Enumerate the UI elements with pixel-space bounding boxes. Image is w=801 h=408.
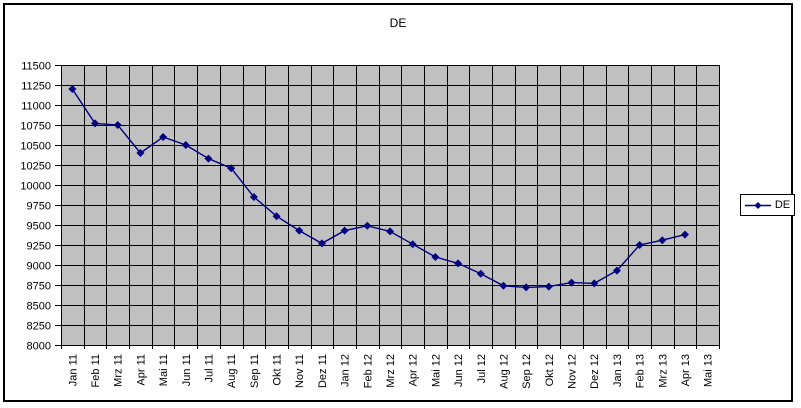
data-point-diamond-marker — [612, 266, 621, 275]
data-point-diamond-marker — [408, 240, 417, 249]
x-axis-tick-label: Nov 12 — [567, 354, 579, 389]
y-axis-tick-label: 10750 — [20, 121, 51, 133]
x-axis-tick-label: Okt 12 — [544, 354, 556, 386]
x-axis-tick-label: Dez 11 — [317, 354, 329, 388]
data-point-diamond-marker — [431, 253, 440, 261]
y-axis-tick-label: 9500 — [27, 221, 51, 233]
x-axis-tick-label: Mrz 13 — [657, 354, 669, 388]
y-axis-tick-label: 11000 — [21, 101, 51, 113]
data-point-diamond-marker — [522, 283, 531, 292]
data-point-diamond-marker — [317, 239, 326, 248]
y-axis-tick-label: 9250 — [27, 241, 51, 253]
x-axis-tick-label: Jan 12 — [340, 354, 352, 387]
x-axis-tick-label: Jul 12 — [476, 354, 488, 383]
x-axis-tick-label: Dez 12 — [589, 354, 601, 389]
data-point-diamond-marker — [567, 278, 576, 287]
y-axis-tick-label: 8750 — [27, 281, 51, 293]
data-point-diamond-marker — [363, 221, 372, 230]
data-point-diamond-marker — [590, 279, 599, 288]
x-axis-tick-label: Apr 13 — [680, 354, 692, 386]
x-axis-tick-label: Feb 13 — [635, 354, 647, 388]
legend-series-marker-icon — [744, 201, 771, 209]
x-axis-tick-label: Nov 11 — [294, 354, 306, 388]
x-axis-tick-label: Apr 12 — [408, 354, 420, 386]
chart-title: DE — [389, 16, 407, 30]
data-point-diamond-marker — [340, 226, 349, 235]
data-point-diamond-marker — [159, 133, 168, 141]
data-point-diamond-marker — [658, 236, 667, 245]
y-axis-tick-label: 8250 — [27, 321, 51, 333]
y-axis-tick-label: 11250 — [21, 81, 51, 93]
data-point-diamond-marker — [204, 154, 213, 163]
y-axis-tick-label: 8500 — [27, 301, 51, 313]
y-axis-tick-label: 9000 — [27, 261, 51, 273]
data-point-diamond-marker — [454, 259, 463, 268]
x-axis-tick-label: Apr 11 — [135, 354, 147, 386]
y-axis-tick-label: 11500 — [21, 61, 51, 73]
data-point-diamond-marker — [113, 121, 122, 129]
x-axis-tick-label: Mrz 12 — [385, 354, 397, 388]
x-axis-tick-label: Feb 11 — [90, 354, 102, 387]
legend: DE — [740, 194, 795, 216]
data-point-diamond-marker — [295, 226, 304, 235]
x-axis-tick-label: Aug 12 — [498, 354, 510, 389]
data-point-diamond-marker — [68, 85, 77, 93]
data-point-diamond-marker — [635, 241, 644, 249]
data-point-diamond-marker — [680, 230, 689, 239]
data-point-diamond-marker — [181, 141, 190, 149]
line-chart-plot-area: 11500 11250 11000 10750 10500 10250 10000 9750 9… — [20, 61, 720, 389]
x-axis-tick-label: Jun 12 — [453, 354, 465, 387]
x-axis-tick-label: Sep 11 — [249, 354, 261, 388]
series-line — [71, 88, 686, 289]
x-axis-tick-label: Mai 12 — [430, 354, 442, 387]
y-axis-tick-label: 8000 — [27, 341, 51, 353]
data-point-diamond-marker — [227, 164, 236, 173]
data-point-diamond-marker — [386, 227, 394, 236]
y-axis-tick-label: 10500 — [20, 141, 51, 153]
x-axis-tick-label: Feb 12 — [362, 354, 374, 388]
x-axis-tick-label: Mai 11 — [158, 354, 170, 386]
x-axis-tick-label: Sep 12 — [521, 354, 533, 389]
data-point-diamond-marker — [249, 193, 258, 201]
y-axis-tick-label: 9750 — [27, 201, 51, 213]
x-axis-tick-label: Mai 13 — [703, 354, 715, 387]
x-axis-tick-label: Jan 11 — [67, 354, 79, 386]
data-point-diamond-marker — [272, 212, 281, 221]
y-axis-tick-label: 10250 — [20, 161, 51, 173]
x-axis-tick-label: Mrz 11 — [113, 354, 125, 387]
x-axis-tick-label: Jun 11 — [181, 354, 193, 386]
data-point-diamond-marker — [136, 149, 145, 157]
x-axis-tick-label: Aug 11 — [226, 354, 238, 388]
data-point-diamond-marker — [499, 281, 508, 290]
y-axis-tick-label: 10000 — [20, 181, 51, 193]
x-axis-tick-label: Jan 13 — [612, 354, 624, 387]
data-point-diamond-marker — [544, 282, 553, 291]
data-point-diamond-marker — [476, 269, 485, 278]
x-axis-tick-label: Jul 11 — [203, 354, 215, 383]
data-point-diamond-marker — [91, 119, 100, 128]
x-axis-tick-label: Okt 11 — [272, 354, 284, 386]
chart-border: DE 11500 11250 11000 10750 10500 10250 10000 97… — [3, 3, 795, 402]
legend-series-label: DE — [774, 199, 791, 211]
